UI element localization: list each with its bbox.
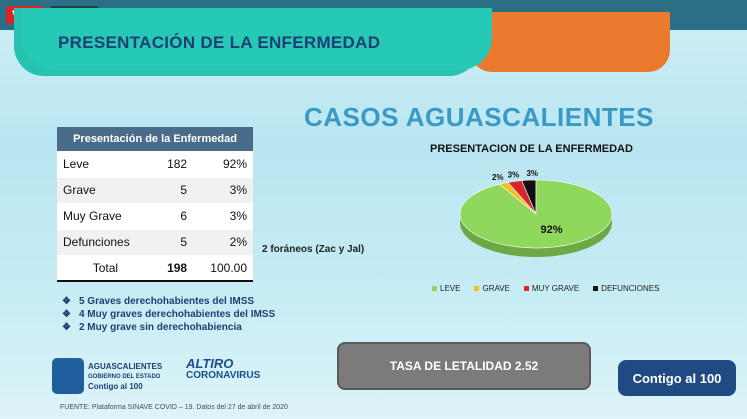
row-label: Leve — [57, 151, 154, 178]
row-label: Grave — [57, 177, 154, 204]
state-seal-logo — [52, 358, 84, 394]
page-title: PRESENTACIÓN DE LA ENFERMEDAD — [58, 33, 381, 52]
foraneos-note: 2 foráneos (Zac y Jal) — [262, 244, 365, 255]
table-header: Presentación de la Enfermedad — [57, 127, 253, 151]
legend-swatch — [432, 286, 437, 291]
bullet-text: 4 Muy graves derechohabientes del IMSS — [78, 309, 276, 320]
gov-line-3: Contigo al 100 — [88, 382, 143, 391]
legend-item: MUY GRAVE — [523, 284, 580, 293]
diamond-bullet-icon: ❖ — [62, 322, 71, 333]
row-percent: 92% — [193, 151, 253, 178]
altiro-line-1: ALTIRO — [186, 356, 234, 371]
legend-item: DEFUNCIONES — [593, 284, 659, 293]
gov-line-1: AGUASCALIENTES — [88, 362, 163, 371]
row-percent: 2% — [193, 229, 253, 256]
altiro-line-2: CORONAVIRUS — [186, 370, 261, 381]
row-label: Muy Grave — [57, 203, 154, 230]
pie-label-defunciones: 3% — [526, 169, 538, 178]
title-banner-highlight — [22, 8, 492, 70]
bullet-text: 5 Graves derechohabientes del IMSS — [78, 296, 255, 307]
legend-swatch — [523, 286, 529, 291]
chart-title: PRESENTACION DE LA ENFERMEDAD — [430, 143, 633, 155]
legend-label: MUY GRAVE — [531, 284, 580, 293]
total-count: 198 — [153, 254, 194, 282]
table-row: Grave 5 3% — [57, 177, 253, 204]
pie-chart: 92% 2% 3% 3% — [459, 169, 613, 257]
table-row: Defunciones 5 2% — [57, 229, 253, 256]
diamond-bullet-icon: ❖ — [62, 296, 71, 307]
cases-title: CASOS AGUASCALIENTES — [304, 102, 654, 132]
legend-label: DEFUNCIONES — [601, 284, 660, 293]
contigo-logo: Contigo al 100 — [618, 360, 736, 396]
chart-legend: LEVE GRAVE MUY GRAVE DEFUNCIONES — [432, 284, 659, 293]
row-percent: 3% — [193, 177, 253, 204]
legend-item: GRAVE — [474, 284, 510, 293]
diamond-bullet-icon: ❖ — [62, 309, 71, 320]
legend-label: GRAVE — [482, 284, 510, 293]
pie-label-grave: 2% — [492, 173, 504, 182]
pie-slice-leve — [459, 179, 613, 249]
orange-header-tab — [470, 12, 670, 72]
legend-item: LEVE — [432, 284, 460, 293]
row-label: Defunciones — [57, 229, 154, 256]
pie-label-leve: 92% — [541, 224, 563, 236]
table-total-row: Total 198 100.00 — [57, 254, 253, 282]
bullet-item: ❖ 5 Graves derechohabientes del IMSS — [62, 295, 275, 308]
bullet-list: ❖ 5 Graves derechohabientes del IMSS ❖ 4 M… — [62, 295, 275, 334]
total-percent: 100.00 — [193, 254, 253, 282]
lethality-rate-box: TASA DE LETALIDAD 2.52 — [337, 342, 591, 390]
row-count: 5 — [153, 229, 194, 256]
gov-line-2: GOBIERNO DEL ESTADO — [88, 374, 161, 380]
bullet-item: ❖ 4 Muy graves derechohabientes del IMSS — [62, 308, 275, 321]
table-row: Leve 182 92% — [57, 151, 253, 178]
government-logo-text: AGUASCALIENTES GOBIERNO DEL ESTADO Conti… — [88, 362, 162, 392]
total-label: Total — [57, 254, 154, 282]
altiro-logo: ALTIRO CORONAVIRUS — [186, 356, 261, 394]
presentation-table: Presentación de la Enfermedad Leve 182 9… — [57, 127, 253, 282]
bullet-text: 2 Muy grave sin derechohabiencia — [78, 322, 242, 333]
legend-swatch — [593, 286, 599, 291]
legend-swatch — [474, 286, 480, 291]
source-note: FUENTE: Plataforma SINAVE COVID – 19. Da… — [60, 404, 288, 411]
bullet-item: ❖ 2 Muy grave sin derechohabiencia — [62, 321, 275, 334]
row-count: 5 — [153, 177, 194, 204]
table-row: Muy Grave 6 3% — [57, 203, 253, 230]
legend-label: LEVE — [440, 284, 461, 293]
row-count: 6 — [153, 203, 194, 230]
row-percent: 3% — [193, 203, 253, 230]
pie-label-muy-grave: 3% — [508, 171, 520, 180]
row-count: 182 — [153, 151, 194, 178]
